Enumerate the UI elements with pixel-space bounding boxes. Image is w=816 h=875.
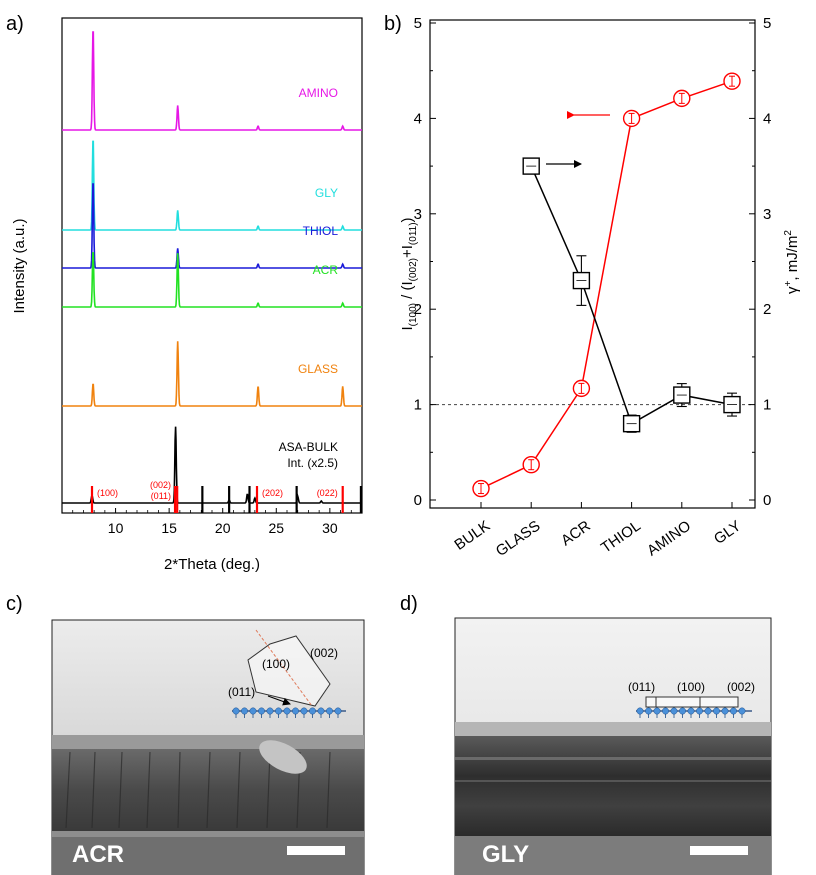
xrd-series-amino: [62, 31, 362, 131]
substrate-molecule: [266, 707, 274, 715]
ratio-axis-ticks: 0 1 2 3 4 5 0 1 2 3 4 5 BULK GLASS ACR THIOL AMINO GLY: [414, 15, 772, 560]
xrd-series-note: Int. (x2.5): [287, 456, 338, 470]
panel-label-c: c): [6, 593, 23, 615]
ratio-right-axis-label: γ+, mJ/m2: [783, 230, 801, 294]
ratio-x-tick-label: THIOL: [598, 517, 644, 556]
substrate-molecule: [258, 707, 265, 715]
acr-schematic-label-100: (100): [262, 657, 290, 671]
xrd-series-label-amino: AMINO: [299, 86, 338, 100]
xrd-x-tick-label: 30: [322, 520, 338, 536]
substrate-molecule: [283, 707, 291, 715]
ratio-left-tick-label: 0: [414, 492, 422, 509]
photo-label-gly: GLY: [482, 841, 529, 868]
substrate-molecule: [317, 707, 325, 715]
substrate-molecule: [334, 707, 342, 715]
substrate-molecule: [326, 707, 333, 715]
ratio-right-tick-label: 3: [763, 206, 771, 223]
xrd-series-gly: [62, 140, 362, 231]
xrd-curves: AMINO GLY THIOL ACR GLASS ASA-BULK Int. (x2.5): [62, 31, 362, 504]
sem-image-gly: (011) (100) (002) GLY: [454, 617, 772, 875]
ratio-left-tick-label: 5: [414, 15, 422, 32]
scale-bar-gly: [690, 846, 748, 855]
xrd-reference-label: (022): [317, 488, 338, 498]
ratio-right-tick-label: 1: [763, 397, 771, 414]
ratio-x-tick-label: AMINO: [644, 517, 694, 559]
ratio-x-tick-label: BULK: [451, 517, 493, 553]
substrate-molecule: [721, 707, 729, 715]
xrd-series-glass: [62, 341, 362, 407]
gly-schematic-label-100: (100): [677, 680, 705, 694]
substrate-molecule: [249, 707, 257, 715]
substrate-molecule: [696, 707, 703, 715]
xrd-series-acr: [62, 252, 362, 308]
xrd-series-label-thiol: THIOL: [303, 224, 339, 238]
xrd-reference-lines: (100) (002)(011) (202) (022): [90, 480, 363, 513]
gly-schematic-label-002: (002): [727, 680, 755, 694]
ratio-series-line-circle: [480, 80, 733, 490]
photo-label-acr: ACR: [72, 841, 124, 868]
ratio-left-tick-label: 3: [414, 206, 422, 223]
xrd-series-label-gly: GLY: [315, 186, 338, 200]
ratio-chart: 0 1 2 3 4 5 0 1 2 3 4 5 BULK GLASS ACR THIOL AMINO GLY I(…: [399, 15, 801, 560]
xrd-series-thiol: [62, 183, 362, 269]
ratio-left-axis-label: I(100) / (I(002)+I(011)): [399, 217, 419, 330]
xrd-reference-label: (011): [151, 491, 171, 501]
substrate-molecule: [241, 707, 248, 715]
ratio-series: [472, 72, 741, 498]
ratio-x-tick-label: GLASS: [493, 517, 544, 560]
substrate-molecule: [687, 707, 695, 715]
ratio-right-tick-label: 2: [763, 301, 771, 318]
substrate-molecule: [292, 707, 299, 715]
sem-image-acr: (100) (002) (011) ACR: [51, 619, 365, 875]
substrate-molecule: [309, 707, 316, 715]
substrate-molecule: [653, 707, 661, 715]
ratio-right-tick-label: 5: [763, 15, 771, 32]
gly-schematic-label-011: (011): [628, 680, 655, 694]
xrd-reference-label: (002): [150, 480, 171, 490]
xrd-x-ticks: 10 15 20 25 30: [72, 508, 352, 536]
xrd-series-label-asa-bulk: ASA-BULK: [279, 440, 338, 454]
substrate-molecule: [679, 707, 686, 715]
substrate-molecule: [730, 707, 737, 715]
substrate-molecule: [300, 707, 308, 715]
ratio-right-tick-label: 0: [763, 492, 771, 509]
acr-schematic-label-002: (002): [310, 646, 338, 660]
xrd-reference-label: (202): [262, 488, 283, 498]
substrate-molecule: [662, 707, 669, 715]
ratio-x-tick-label: ACR: [558, 517, 594, 549]
substrate-molecule: [232, 707, 240, 715]
xrd-x-tick-label: 15: [161, 520, 177, 536]
substrate-molecule: [645, 707, 652, 715]
scale-bar-acr: [287, 846, 345, 855]
xrd-y-axis-label: Intensity (a.u.): [11, 218, 28, 313]
xrd-x-tick-label: 25: [268, 520, 284, 536]
ratio-plot-frame: [429, 19, 756, 509]
substrate-molecule: [670, 707, 678, 715]
substrate-molecule: [738, 707, 746, 715]
substrate-molecule: [636, 707, 644, 715]
xrd-series-label-glass: GLASS: [298, 362, 338, 376]
substrate-molecule: [713, 707, 720, 715]
ratio-left-tick-label: 2: [414, 301, 422, 318]
substrate-molecule: [704, 707, 712, 715]
xrd-series-label-acr: ACR: [313, 263, 339, 277]
ratio-left-tick-label: 4: [414, 110, 422, 127]
panel-label-b: b): [384, 13, 402, 35]
xrd-x-tick-label: 10: [108, 520, 124, 536]
xrd-x-axis-label: 2*Theta (deg.): [164, 556, 260, 573]
xrd-x-tick-label: 20: [215, 520, 231, 536]
panel-label-a: a): [6, 13, 24, 35]
ratio-left-tick-label: 1: [414, 397, 422, 414]
acr-schematic-label-011: (011): [228, 685, 255, 699]
ratio-series-line-square: [530, 165, 733, 425]
panel-label-d: d): [400, 593, 418, 615]
xrd-series-asa-bulk: [62, 426, 362, 504]
substrate-molecule: [275, 707, 282, 715]
xrd-reference-label: (100): [97, 488, 118, 498]
xrd-chart: AMINO GLY THIOL ACR GLASS ASA-BULK Int. (x2.5)…: [11, 17, 363, 573]
ratio-x-tick-label: GLY: [711, 517, 744, 548]
ratio-right-tick-label: 4: [763, 110, 771, 127]
